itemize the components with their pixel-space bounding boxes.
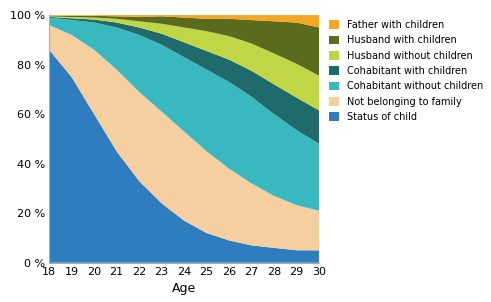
X-axis label: Age: Age xyxy=(172,282,196,295)
Legend: Father with children, Husband with children, Husband without children, Cohabitan: Father with children, Husband with child… xyxy=(329,20,483,122)
